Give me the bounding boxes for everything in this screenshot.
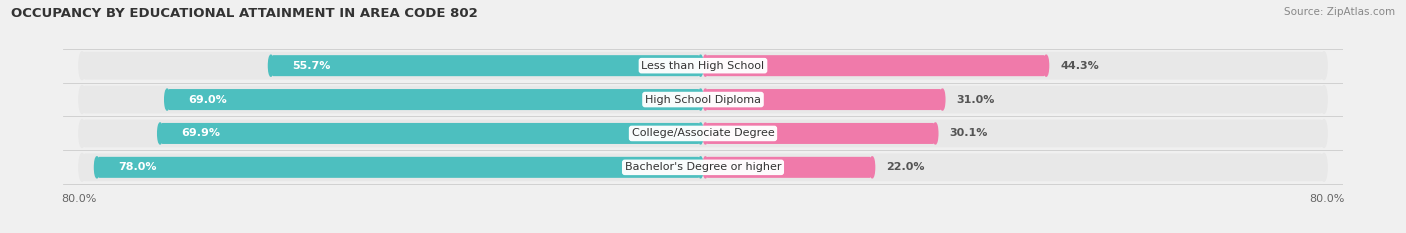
Circle shape [1320, 120, 1327, 147]
Circle shape [703, 157, 707, 178]
FancyBboxPatch shape [82, 52, 1324, 79]
Text: 78.0%: 78.0% [118, 162, 156, 172]
Circle shape [934, 123, 938, 144]
Circle shape [703, 89, 707, 110]
FancyBboxPatch shape [706, 123, 935, 144]
Text: 22.0%: 22.0% [886, 162, 925, 172]
Circle shape [941, 89, 945, 110]
Text: 31.0%: 31.0% [956, 95, 995, 105]
Circle shape [1320, 154, 1327, 181]
Circle shape [870, 157, 875, 178]
FancyBboxPatch shape [82, 86, 1324, 113]
Text: 55.7%: 55.7% [292, 61, 330, 71]
Circle shape [1320, 86, 1327, 113]
FancyBboxPatch shape [82, 154, 1324, 181]
Text: OCCUPANCY BY EDUCATIONAL ATTAINMENT IN AREA CODE 802: OCCUPANCY BY EDUCATIONAL ATTAINMENT IN A… [11, 7, 478, 20]
Circle shape [699, 157, 703, 178]
Circle shape [703, 55, 707, 76]
Circle shape [79, 154, 86, 181]
Circle shape [699, 55, 703, 76]
Text: College/Associate Degree: College/Associate Degree [631, 128, 775, 138]
Text: Less than High School: Less than High School [641, 61, 765, 71]
FancyBboxPatch shape [167, 89, 700, 110]
Text: 69.9%: 69.9% [181, 128, 221, 138]
Text: 44.3%: 44.3% [1060, 61, 1099, 71]
Circle shape [165, 89, 170, 110]
FancyBboxPatch shape [271, 55, 700, 76]
Circle shape [79, 120, 86, 147]
Circle shape [1320, 52, 1327, 79]
Circle shape [94, 157, 100, 178]
FancyBboxPatch shape [706, 157, 872, 178]
Text: 30.1%: 30.1% [949, 128, 988, 138]
Text: 69.0%: 69.0% [188, 95, 226, 105]
FancyBboxPatch shape [82, 120, 1324, 147]
Circle shape [1043, 55, 1049, 76]
Circle shape [269, 55, 273, 76]
Circle shape [157, 123, 163, 144]
FancyBboxPatch shape [706, 89, 942, 110]
Circle shape [699, 123, 703, 144]
Text: High School Diploma: High School Diploma [645, 95, 761, 105]
Circle shape [79, 86, 86, 113]
Text: Source: ZipAtlas.com: Source: ZipAtlas.com [1284, 7, 1395, 17]
FancyBboxPatch shape [160, 123, 700, 144]
FancyBboxPatch shape [97, 157, 700, 178]
FancyBboxPatch shape [706, 55, 1046, 76]
Circle shape [703, 123, 707, 144]
Circle shape [79, 52, 86, 79]
Circle shape [699, 89, 703, 110]
Text: Bachelor's Degree or higher: Bachelor's Degree or higher [624, 162, 782, 172]
